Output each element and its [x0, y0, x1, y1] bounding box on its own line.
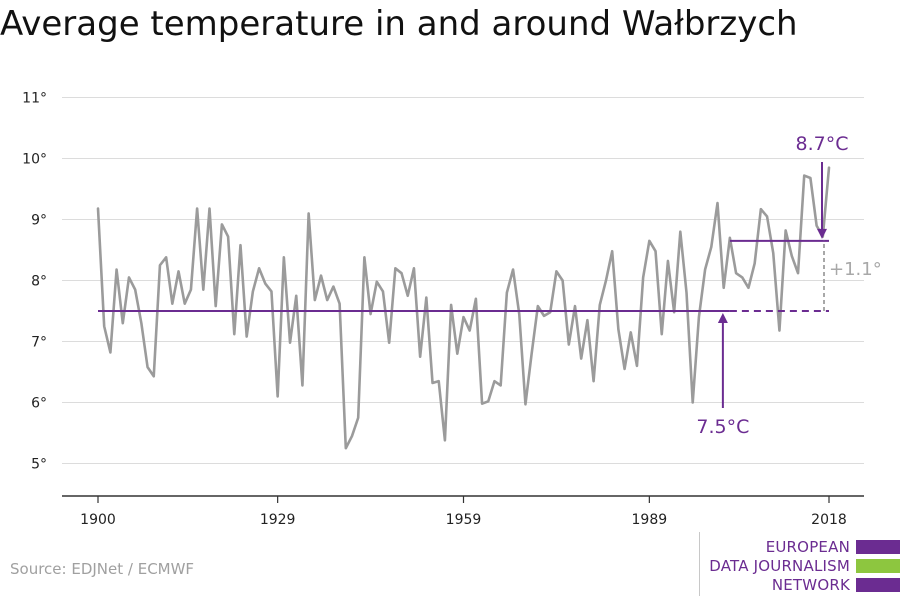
x-tick-label-2018: 2018	[811, 512, 847, 528]
logo-bar-top	[856, 540, 900, 554]
x-tick-label-1989: 1989	[632, 512, 668, 528]
annotation-difference: +1.1°	[829, 259, 882, 280]
y-axis-ticks: 5° 6° 7° 8° 9° 10° 11°	[22, 91, 47, 473]
edjnet-logo: EUROPEAN DATA JOURNALISM NETWORK	[699, 532, 900, 596]
annotation-recent-value: 8.7°C	[796, 133, 849, 155]
x-axis-ticks: 1900 1929 1959 1989 2018	[80, 496, 847, 528]
y-tick-label-10: 10°	[22, 152, 47, 168]
series-line-temperature	[96, 166, 831, 450]
source-note: Source: EDJNet / ECMWF	[10, 560, 195, 578]
y-tick-label-7: 7°	[31, 335, 47, 351]
arrow-recent-head	[817, 228, 827, 239]
logo-line-european: EUROPEAN	[765, 538, 850, 556]
y-tick-label-5: 5°	[31, 457, 47, 473]
annotations: 7.5°C 8.7°C +1.1°	[696, 133, 881, 438]
chart-title: Average temperature in and around Wałbrz…	[0, 4, 798, 44]
reference-lines	[98, 239, 829, 312]
series-layer	[96, 166, 831, 450]
annotation-baseline-value: 7.5°C	[696, 416, 749, 438]
y-tick-label-8: 8°	[31, 274, 47, 290]
y-tick-label-11: 11°	[22, 91, 47, 107]
logo-line-data-journalism: DATA JOURNALISM	[709, 557, 850, 575]
x-tick-label-1959: 1959	[446, 512, 482, 528]
arrow-baseline-head	[717, 313, 728, 323]
y-tick-label-9: 9°	[31, 213, 47, 229]
y-tick-label-6: 6°	[31, 396, 47, 412]
logo-bar-bottom	[856, 578, 900, 592]
x-tick-label-1929: 1929	[260, 512, 296, 528]
logo-bar-middle	[856, 559, 900, 573]
logo-line-network: NETWORK	[771, 576, 850, 594]
x-tick-label-1900: 1900	[80, 512, 116, 528]
grid-lines	[62, 97, 864, 464]
